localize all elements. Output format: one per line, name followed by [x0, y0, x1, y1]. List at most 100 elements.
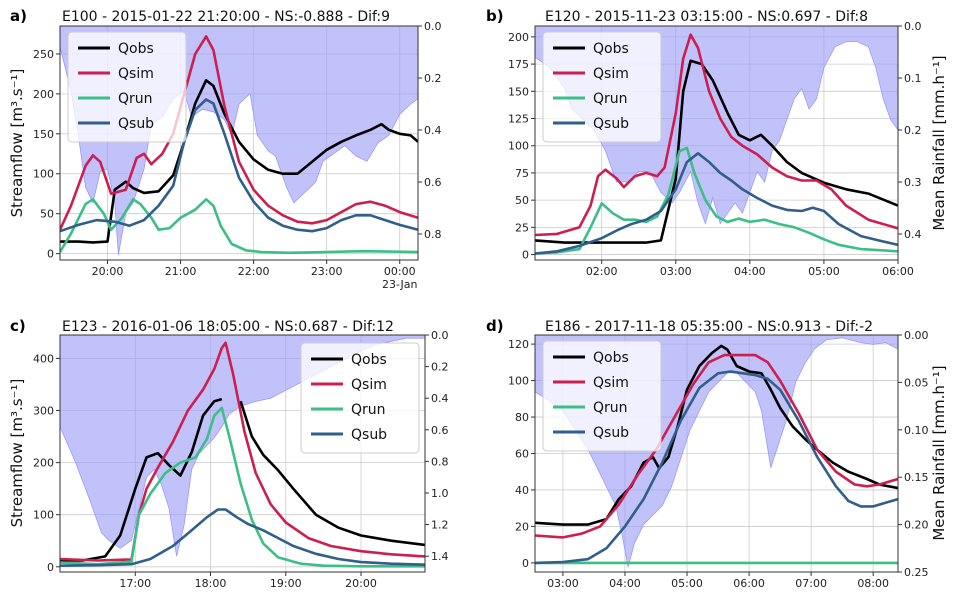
panel-c: 0 100 200 300 400 0.0 0.2 0.4 0.6 0.8 1.0 1.2 1.4 17:… — [10, 317, 449, 590]
panel-b: 0 25 50 75 100 125 150 175 200 0.0 0.1 0.2 0.3 0.4 02:… — [486, 7, 922, 278]
y-tick-label: 40 — [515, 484, 529, 497]
y-tick-label: 100 — [33, 509, 54, 522]
panel-title: E186 - 2017-11-18 05:35:00 - NS:0.913 - … — [545, 319, 873, 335]
y-tick-label: 75 — [515, 167, 529, 180]
rain-tick-label: 0.0 — [424, 20, 442, 33]
rain-tick-label: 0.05 — [904, 376, 929, 389]
panel-label: a) — [10, 7, 27, 25]
rain-tick-label: 1.4 — [431, 550, 449, 563]
legend-entry: Qsim — [351, 377, 387, 393]
series-qsub-line — [60, 508, 425, 567]
y-tick-label: 80 — [515, 411, 529, 424]
legend-entry: Qobs — [593, 41, 629, 57]
plot-frame — [59, 334, 426, 573]
x-tick-label: 20:00 — [345, 577, 377, 590]
legend-entry: Qsim — [593, 375, 629, 391]
legend-entry: Qsub — [593, 116, 629, 132]
series-qrun-line — [60, 406, 425, 568]
y-tick-label: 100 — [33, 168, 54, 181]
rain-tick-label: 0.6 — [424, 176, 442, 189]
series-qobs-line — [535, 59, 898, 244]
left-y-axis-label: Streamflow [m³.s⁻¹] — [8, 69, 26, 218]
panel-a: 0 50 100 150 200 250 0.0 0.2 0.4 0.6 0.8 20:00 21:00… — [10, 7, 442, 291]
rain-tick-label: 0.15 — [904, 471, 929, 484]
series-qsim-line — [60, 35, 418, 231]
plot-frame — [534, 25, 899, 261]
y-tick-label: 150 — [33, 128, 54, 141]
x-tick-label: 22:00 — [238, 265, 270, 278]
plot-frame — [59, 25, 419, 261]
x-tick-label: 08:00 — [857, 577, 889, 590]
x-tick-label: 17:00 — [119, 577, 151, 590]
series-qsub-line — [535, 370, 898, 565]
series-qsim-line — [535, 33, 898, 237]
x-tick-label: 06:00 — [733, 577, 765, 590]
series-qrun-line — [535, 146, 898, 255]
series-qobs-line — [60, 397, 425, 562]
y-tick-label: 200 — [33, 457, 54, 470]
x-tick-label: 03:00 — [547, 577, 579, 590]
rain-tick-label: 0.2 — [424, 72, 442, 85]
rain-tick-label: 0.20 — [904, 519, 929, 532]
x-date-label: 23-Jan — [382, 278, 418, 291]
legend: Qobs Qsim Qrun Qsub — [542, 340, 662, 452]
rain-tick-label: 1.2 — [431, 519, 449, 532]
y-tick-label: 0 — [47, 561, 54, 574]
y-tick-label: 0 — [47, 248, 54, 261]
legend: Qobs Qsim Qrun Qsub — [67, 31, 187, 143]
legend-entry: Qrun — [118, 91, 153, 107]
x-tick-label: 05:00 — [671, 577, 703, 590]
y-tick-label: 60 — [515, 448, 529, 461]
legend: Qobs Qsim Qrun Qsub — [542, 31, 662, 143]
x-tick-label: 23:00 — [311, 265, 343, 278]
y-tick-label: 400 — [33, 352, 54, 365]
y-tick-label: 200 — [508, 31, 529, 44]
x-tick-label: 02:00 — [586, 265, 618, 278]
rain-tick-label: 0.8 — [431, 455, 449, 468]
y-tick-label: 175 — [508, 58, 529, 71]
panel-label: d) — [486, 317, 504, 335]
legend-entry: Qsim — [593, 66, 629, 82]
rain-tick-label: 1.0 — [431, 487, 449, 500]
panel-d: 0 20 40 60 80 100 120 0.00 0.05 0.10 0.15 0.20 0.25 0… — [486, 317, 929, 590]
y-tick-label: 20 — [515, 520, 529, 533]
x-tick-label: 04:00 — [734, 265, 766, 278]
legend-entry: Qsub — [118, 116, 154, 132]
panel-title: E100 - 2015-01-22 21:20:00 - NS:-0.888 -… — [62, 9, 390, 25]
x-tick-label: 03:00 — [660, 265, 692, 278]
x-tick-label: 04:00 — [609, 577, 641, 590]
series-qsub-line — [535, 152, 898, 255]
legend-entry: Qrun — [351, 402, 386, 418]
rain-tick-label: 0.4 — [431, 392, 449, 405]
rain-tick-label: 0.00 — [904, 329, 929, 342]
panel-title: E120 - 2015-11-23 03:15:00 - NS:0.697 - … — [545, 9, 868, 25]
y-tick-label: 50 — [515, 194, 529, 207]
legend-entry: Qsub — [351, 427, 387, 443]
legend-entry: Qobs — [593, 350, 629, 366]
legend-entry: Qrun — [593, 91, 628, 107]
x-tick-label: 06:00 — [882, 265, 914, 278]
y-tick-label: 125 — [508, 113, 529, 126]
y-tick-label: 100 — [508, 375, 529, 388]
y-tick-label: 250 — [33, 48, 54, 61]
rain-tick-label: 0.8 — [424, 228, 442, 241]
x-tick-label: 05:00 — [808, 265, 840, 278]
legend-entry: Qsim — [118, 66, 154, 82]
legend-entry: Qobs — [351, 352, 387, 368]
legend-entry: Qobs — [118, 41, 154, 57]
right-y-axis-label: Mean Rainfall [mm.h⁻¹] — [930, 365, 948, 540]
rain-tick-label: 0.25 — [904, 566, 929, 579]
y-tick-label: 100 — [508, 140, 529, 153]
panel-label: c) — [10, 317, 26, 335]
legend: Qobs Qsim Qrun Qsub — [300, 342, 420, 454]
y-tick-label: 120 — [508, 338, 529, 351]
x-tick-label: 19:00 — [270, 577, 302, 590]
series-qsim-line — [535, 353, 898, 539]
series-qsub-line — [60, 98, 418, 233]
x-tick-label: 07:00 — [795, 577, 827, 590]
x-tick-label: 00:00 — [384, 265, 416, 278]
panel-label: b) — [486, 7, 504, 25]
y-tick-label: 300 — [33, 405, 54, 418]
y-tick-label: 200 — [33, 88, 54, 101]
